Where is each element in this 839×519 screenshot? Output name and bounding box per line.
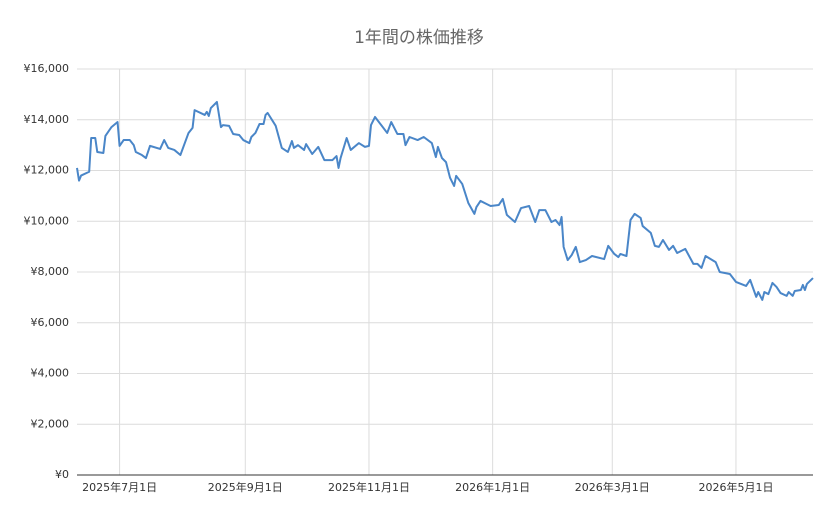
x-tick-label: 2025年7月1日 xyxy=(82,480,157,494)
y-tick-label: ¥10,000 xyxy=(24,214,70,227)
y-tick-label: ¥8,000 xyxy=(31,265,70,278)
y-tick-label: ¥14,000 xyxy=(24,113,70,126)
chart-title: 1年間の株価推移 xyxy=(354,28,484,48)
y-tick-label: ¥2,000 xyxy=(31,417,70,430)
y-tick-label: ¥0 xyxy=(55,468,69,481)
y-tick-label: ¥16,000 xyxy=(24,62,70,75)
x-tick-label: 2026年5月1日 xyxy=(698,480,773,494)
x-tick-label: 2026年1月1日 xyxy=(455,480,530,494)
x-tick-label: 2025年9月1日 xyxy=(208,480,283,494)
x-tick-label: 2025年11月1日 xyxy=(328,480,410,494)
y-tick-label: ¥6,000 xyxy=(31,316,70,329)
x-tick-label: 2026年3月1日 xyxy=(575,480,650,494)
price-line xyxy=(76,100,814,301)
y-tick-label: ¥12,000 xyxy=(24,164,70,177)
y-tick-label: ¥4,000 xyxy=(31,367,70,380)
